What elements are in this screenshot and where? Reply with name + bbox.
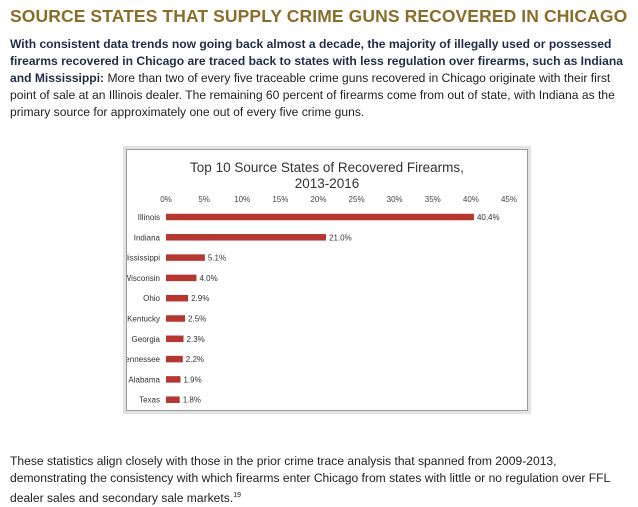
bars: Illinois 40.4% Indiana 21.0% Mississippi 5.1%… [127, 213, 500, 405]
data-label: 4.0% [199, 274, 217, 283]
intro-paragraph: With consistent data trends now going ba… [10, 36, 630, 121]
data-label: 1.8% [183, 396, 201, 405]
bar-illinois [166, 213, 474, 221]
x-axis-ticks: 0% 5% 10% 15% 20% 25% 30% 35% 40% 45% [160, 195, 517, 204]
bar-indiana [166, 234, 327, 241]
page-heading: SOURCE STATES THAT SUPPLY CRIME GUNS REC… [10, 6, 628, 26]
data-label: 5.1% [208, 254, 226, 263]
data-label: 2.3% [187, 335, 205, 344]
bar-ohio [166, 294, 189, 302]
bar-chart: Top 10 Source States of Recovered Firear… [127, 160, 517, 405]
bar-georgia [166, 335, 184, 343]
footer-paragraph: These statistics align closely with thos… [10, 453, 630, 507]
data-label: 40.4% [477, 213, 500, 222]
x-tick-label: 30% [387, 195, 403, 204]
x-tick-label: 40% [463, 195, 479, 204]
intro-bold-text: With consistent data trends now going ba… [10, 37, 623, 85]
data-label: 2.5% [188, 315, 206, 324]
category-label: Indiana [134, 233, 161, 242]
footnote-marker: 19 [233, 492, 241, 499]
category-label: Kentucky [127, 315, 160, 324]
x-tick-label: 10% [234, 195, 250, 204]
x-tick-label: 45% [501, 195, 517, 204]
category-label: Illinois [138, 213, 160, 222]
category-label: Texas [139, 396, 160, 405]
category-label: Alabama [128, 375, 160, 384]
category-label: Georgia [132, 335, 161, 344]
bar-alabama [166, 376, 181, 383]
x-tick-label: 25% [349, 195, 365, 204]
data-label: 1.9% [183, 375, 201, 384]
category-label: Wisconsin [127, 274, 160, 283]
x-tick-label: 15% [272, 195, 288, 204]
footer-text: These statistics align closely with thos… [10, 454, 610, 506]
intro-text: More than two of every five traceable cr… [10, 71, 615, 119]
x-tick-label: 35% [425, 195, 441, 204]
bar-mississippi [166, 254, 205, 261]
bar-wisconsin [166, 274, 197, 282]
chart-title-line2: 2013-2016 [295, 176, 360, 191]
data-label: 2.2% [186, 355, 204, 364]
x-tick-label: 20% [310, 195, 326, 204]
bar-texas [166, 396, 180, 403]
chart-container: Top 10 Source States of Recovered Firear… [126, 149, 528, 411]
category-label: Mississippi [127, 254, 160, 263]
data-label: 2.9% [191, 294, 209, 303]
bar-tennessee [166, 355, 183, 363]
data-label: 21.0% [329, 233, 352, 242]
category-label: Ohio [143, 294, 160, 303]
chart-title-line1: Top 10 Source States of Recovered Firear… [190, 160, 464, 175]
category-label: Tennessee [127, 355, 161, 364]
bar-kentucky [166, 315, 186, 322]
x-tick-label: 5% [198, 195, 210, 204]
x-tick-label: 0% [160, 195, 172, 204]
